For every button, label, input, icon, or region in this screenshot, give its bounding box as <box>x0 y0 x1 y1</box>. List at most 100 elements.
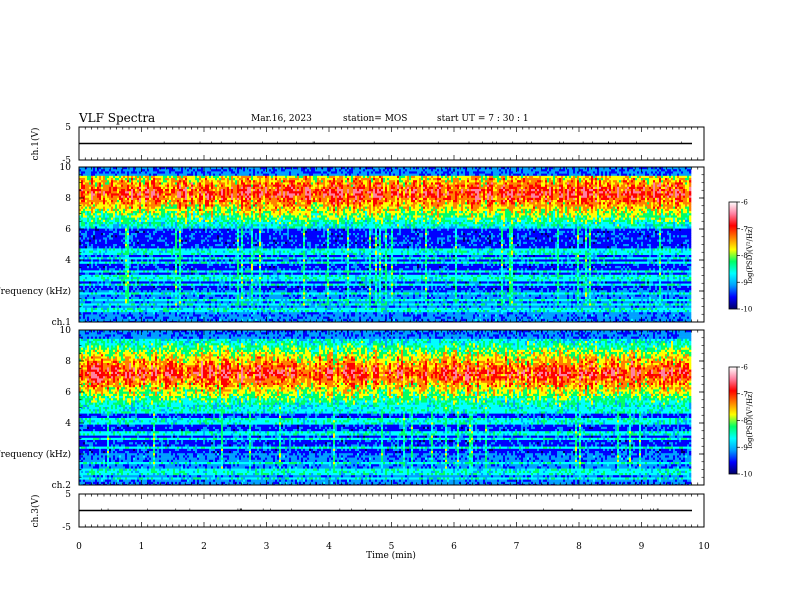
spectrogram-cell <box>137 305 140 309</box>
spectrogram-cell <box>109 171 112 174</box>
spectrogram-cell <box>153 259 156 262</box>
spectrogram-cell <box>109 274 112 278</box>
spectrogram-cell <box>167 288 170 291</box>
spectrogram-cell <box>145 312 148 315</box>
spectrogram-cell <box>201 226 204 229</box>
spectrogram-cell <box>135 191 138 194</box>
spectrogram-cell <box>135 292 138 295</box>
spectrogram-cell <box>139 272 142 276</box>
spectrogram-cell <box>143 296 146 300</box>
spectrogram-cell <box>131 169 134 172</box>
spectrogram-cell <box>163 189 166 192</box>
spectrogram-cell <box>111 175 114 179</box>
spectrogram-cell <box>93 204 96 207</box>
spectrogram-cell <box>107 189 110 192</box>
spectrogram-cell <box>143 224 146 227</box>
spectrogram-cell <box>209 180 212 183</box>
spectrogram-cell <box>129 299 132 302</box>
spectrogram-cell <box>161 237 164 240</box>
spectrogram-cell <box>167 318 170 322</box>
spectrogram-cell <box>193 279 196 282</box>
spectrogram-cell <box>83 283 86 287</box>
spectrogram-cell <box>115 248 118 251</box>
spectrogram-cell <box>147 316 150 320</box>
spectrogram-cell <box>115 184 118 188</box>
spectrogram-cell <box>103 292 106 295</box>
spectrogram-cell <box>153 204 156 207</box>
spectrogram-cell <box>123 226 126 229</box>
spectrogram-cell <box>145 184 148 188</box>
spectrogram-cell <box>197 191 200 194</box>
spectrogram-cell <box>97 197 100 201</box>
spectrogram-cell <box>191 255 194 258</box>
spectrogram-cell <box>125 294 128 298</box>
spectrogram-cell <box>199 312 202 315</box>
spectrogram-cell <box>123 169 126 172</box>
spectrogram-cell <box>209 246 212 249</box>
spectrogram-cell <box>201 299 204 302</box>
spectrogram-cell <box>157 191 160 194</box>
spectrogram-cell <box>179 208 182 212</box>
spectrogram-cell <box>149 213 152 216</box>
spectrogram-cell <box>137 228 140 232</box>
spectrogram-cell <box>107 246 110 249</box>
spectrogram-cell <box>177 224 180 227</box>
spectrogram-cell <box>159 259 162 262</box>
spectrogram-cell <box>93 193 96 196</box>
spectrogram-cell <box>111 305 114 309</box>
spectrogram-cell <box>183 294 186 298</box>
spectrogram-cell <box>79 178 82 181</box>
spectrogram-cell <box>165 310 168 313</box>
spectrogram-cell <box>119 189 122 192</box>
spectrogram-cell <box>123 263 126 267</box>
spectrogram-cell <box>113 184 116 188</box>
spectrogram-cell <box>165 305 168 309</box>
spectrogram-cell <box>123 252 126 256</box>
spectrogram-cell <box>97 296 100 300</box>
spectrogram-cell <box>89 252 92 256</box>
spectrogram-cell <box>195 175 198 179</box>
spectrogram-cell <box>157 219 160 223</box>
spectrogram-cell <box>161 252 164 256</box>
spectrogram-cell <box>147 202 150 205</box>
spectrogram-cell <box>191 215 194 218</box>
spectrogram-cell <box>167 261 170 265</box>
spectrogram-cell <box>101 211 104 214</box>
spectrogram-cell <box>139 228 142 232</box>
spectrogram-cell <box>191 261 194 265</box>
spectrogram-cell <box>119 310 122 313</box>
spectrogram-cell <box>199 200 202 203</box>
spectrogram-cell <box>149 316 152 320</box>
spectrogram-cell <box>169 255 172 258</box>
spectrogram-cell <box>183 318 186 322</box>
spectrogram-cell <box>153 171 156 174</box>
spectrogram-cell <box>155 204 158 207</box>
spectrogram-cell <box>175 180 178 183</box>
spectrogram-cell <box>121 222 124 225</box>
spectrogram-cell <box>161 226 164 229</box>
spectrogram-cell <box>195 285 198 289</box>
spectrogram-cell <box>187 299 190 302</box>
spectrogram-cell <box>151 206 154 210</box>
spectrogram-cell <box>81 215 84 218</box>
spectrogram-cell <box>209 213 212 216</box>
spectrogram-cell <box>101 316 104 320</box>
spectrogram-cell <box>171 175 174 179</box>
spectrogram-cell <box>111 189 114 192</box>
spectrogram-cell <box>115 299 118 302</box>
spectrogram-cell <box>95 184 98 188</box>
spectrogram-cell <box>179 301 182 304</box>
spectrogram-cell <box>183 224 186 227</box>
spectrogram-cell <box>175 219 178 223</box>
spectrogram-cell <box>173 303 176 306</box>
spectrogram-cell <box>187 296 190 300</box>
spectrogram-cell <box>97 200 100 203</box>
spectrogram-cell <box>89 195 92 199</box>
spectrogram-cell <box>171 206 174 210</box>
spectrogram-cell <box>197 307 200 311</box>
spectrogram-cell <box>81 171 84 174</box>
spectrogram-cell <box>195 200 198 203</box>
spectrogram-cell <box>209 279 212 282</box>
spectrogram-cell <box>139 307 142 311</box>
spectrogram-cell <box>205 206 208 210</box>
